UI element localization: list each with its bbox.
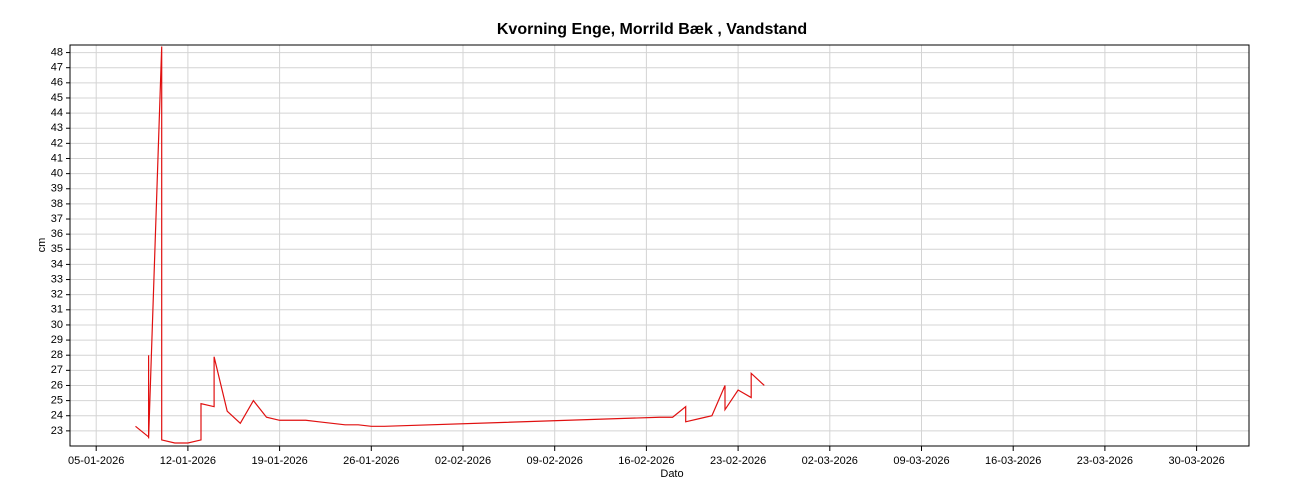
y-tick-label: 30	[51, 319, 63, 331]
data-line	[135, 46, 765, 444]
y-tick-label: 34	[51, 258, 63, 270]
y-tick-label: 27	[51, 364, 63, 376]
y-tick-label: 45	[51, 92, 63, 104]
y-tick-label: 44	[51, 107, 63, 119]
y-tick-label: 36	[51, 228, 63, 240]
y-tick-label: 33	[51, 273, 63, 285]
y-tick-label: 43	[51, 122, 63, 134]
y-tick-label: 26	[51, 379, 63, 391]
y-tick-label: 37	[51, 213, 63, 225]
x-tick-label: 16-02-2026	[618, 455, 674, 467]
x-tick-label: 02-03-2026	[802, 455, 858, 467]
y-tick-label: 48	[51, 46, 63, 58]
y-tick-label: 42	[51, 137, 63, 149]
y-tick-label: 29	[51, 334, 63, 346]
y-tick-label: 40	[51, 168, 63, 180]
x-tick-label: 26-01-2026	[343, 455, 399, 467]
x-axis-label: Dato	[660, 468, 683, 480]
chart-title: Kvorning Enge, Morrild Bæk , Vandstand	[497, 21, 807, 38]
y-tick-label: 38	[51, 198, 63, 210]
x-tick-label: 19-01-2026	[251, 455, 307, 467]
y-tick-label: 46	[51, 77, 63, 89]
x-tick-label: 09-02-2026	[527, 455, 583, 467]
y-tick-label: 25	[51, 395, 63, 407]
y-tick-label: 35	[51, 243, 63, 255]
x-tick-label: 09-03-2026	[893, 455, 949, 467]
plot-frame	[69, 44, 1250, 447]
y-tick-label: 28	[51, 349, 63, 361]
y-tick-label: 31	[51, 304, 63, 316]
x-tick-label: 23-02-2026	[710, 455, 766, 467]
x-tick-label: 12-01-2026	[160, 455, 216, 467]
y-axis-label: cm	[36, 238, 48, 253]
y-tick-label: 47	[51, 62, 63, 74]
x-tick-label: 30-03-2026	[1168, 455, 1224, 467]
y-tick-label: 23	[51, 425, 63, 437]
y-tick-label: 41	[51, 152, 63, 164]
y-tick-label: 32	[51, 289, 63, 301]
x-tick-label: 05-01-2026	[68, 455, 124, 467]
x-tick-label: 02-02-2026	[435, 455, 491, 467]
x-tick-label: 16-03-2026	[985, 455, 1041, 467]
y-tick-label: 24	[51, 410, 63, 422]
x-tick-label: 23-03-2026	[1077, 455, 1133, 467]
y-tick-label: 39	[51, 183, 63, 195]
